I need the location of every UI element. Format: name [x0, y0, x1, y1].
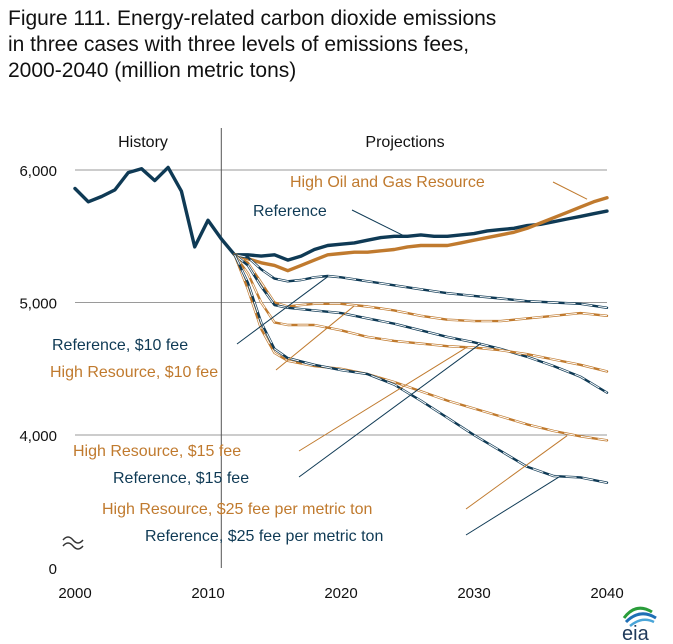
series-label-5: Reference, $15 fee [113, 470, 249, 487]
title-line-2: in three cases with three levels of emis… [8, 33, 470, 56]
series-label-2: Reference, $10 fee [52, 337, 188, 354]
series-line-5 [233, 253, 609, 373]
x-tick-1: 2010 [191, 585, 224, 602]
x-tick-4: 2040 [590, 585, 623, 602]
x-tick-0: 2000 [58, 585, 91, 602]
y-tick-3: 6,000 [19, 163, 57, 180]
series-label-7: Reference, $25 fee per metric ton [145, 528, 383, 545]
leader-line-4 [298, 346, 468, 452]
series-dash-6 [234, 254, 608, 441]
series-label-0: High Oil and Gas Resource [290, 174, 485, 191]
series-line-2 [233, 253, 609, 309]
axis-break-mark-1 [62, 536, 84, 544]
y-tick-0: 0 [49, 561, 57, 578]
leader-line-3 [275, 305, 355, 371]
leader-line-6 [465, 435, 568, 510]
region-history-label: History [118, 134, 168, 151]
series-label-4: High Resource, $15 fee [73, 443, 241, 460]
chart-title: Figure 111. Energy-related carbon dioxid… [8, 6, 608, 84]
title-line-1: Figure 111. Energy-related carbon dioxid… [8, 7, 497, 30]
series-dash-2 [234, 254, 608, 309]
series-line-1 [232, 196, 609, 273]
series-lines [73, 165, 609, 484]
series-label-3: High Resource, $10 fee [50, 364, 218, 381]
leader-line-2 [236, 276, 328, 345]
title-line-3: 2000-2040 (million metric tons) [8, 59, 297, 82]
x-tick-3: 2030 [457, 585, 490, 602]
leader-line-0 [552, 181, 588, 200]
leader-line-5 [298, 343, 481, 478]
gridlines [75, 169, 607, 436]
chart-text: 2000 2010 2020 2030 2040 0 4,000 5,000 6,000 Hist… [19, 134, 623, 602]
leader-line-7 [465, 475, 561, 536]
series-dash-5 [234, 254, 608, 372]
axis-break-mark-2 [62, 542, 84, 550]
region-projections-label: Projections [365, 134, 444, 151]
series-label-6: High Resource, $25 fee per metric ton [102, 501, 372, 518]
series-dash-4 [234, 254, 608, 394]
leader-line-1 [351, 209, 408, 239]
axis-break-icon [62, 536, 84, 550]
series-line-3 [233, 253, 609, 323]
series-line-0 [73, 165, 609, 262]
eia-logo-text: eia [622, 623, 650, 644]
y-tick-1: 4,000 [19, 428, 57, 445]
y-tick-2: 5,000 [19, 296, 57, 313]
series-label-1: Reference [253, 203, 327, 220]
eia-logo-icon [622, 606, 657, 627]
label-leader-lines [236, 181, 588, 536]
series-line-6 [233, 253, 609, 442]
eia-logo: eia [622, 606, 657, 644]
series-dash-3 [234, 254, 608, 322]
x-tick-2: 2020 [324, 585, 357, 602]
series-dash-7 [234, 254, 608, 484]
series-line-4 [233, 253, 609, 394]
